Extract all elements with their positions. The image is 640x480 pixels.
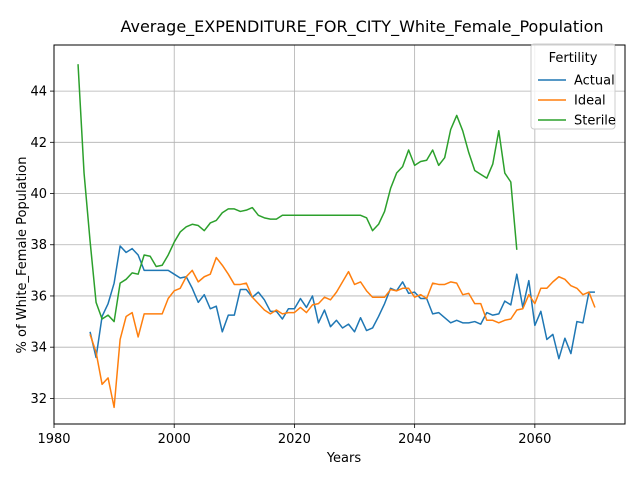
legend-title: Fertility (549, 51, 598, 66)
series-line-ideal (89, 256, 596, 409)
y-axis-label: % of White_Female Population (15, 157, 30, 354)
x-tick-label: 2060 (518, 432, 551, 447)
x-tick-label: 2000 (158, 432, 191, 447)
y-tick-label: 32 (30, 392, 47, 407)
legend-label-ideal: Ideal (574, 94, 606, 109)
x-tick-label: 2040 (398, 432, 431, 447)
series-lines (77, 64, 596, 409)
legend-label-sterile: Sterile (574, 114, 616, 129)
legend-label-actual: Actual (574, 74, 615, 89)
x-tick-label: 1980 (37, 432, 70, 447)
chart-title: Average_EXPENDITURE_FOR_CITY_White_Femal… (120, 17, 603, 37)
plot-frame (53, 44, 626, 425)
series-line-sterile (77, 64, 518, 323)
y-tick-label: 36 (30, 289, 47, 304)
x-tick-label: 2020 (278, 432, 311, 447)
y-tick-label: 38 (30, 238, 47, 253)
legend: Fertility Actual Ideal Sterile (530, 43, 616, 130)
y-tick-label: 42 (30, 136, 47, 151)
y-tick-label: 40 (30, 187, 47, 202)
y-tick-label: 44 (30, 85, 47, 100)
x-axis-label: Years (326, 451, 362, 466)
axis-ticks: 1980 2000 2020 2040 2060 32 34 36 38 40 42 44 (30, 85, 551, 447)
series-line-actual (89, 245, 595, 360)
y-tick-label: 34 (30, 341, 47, 356)
grid (53, 45, 625, 424)
legend-box (530, 43, 616, 130)
